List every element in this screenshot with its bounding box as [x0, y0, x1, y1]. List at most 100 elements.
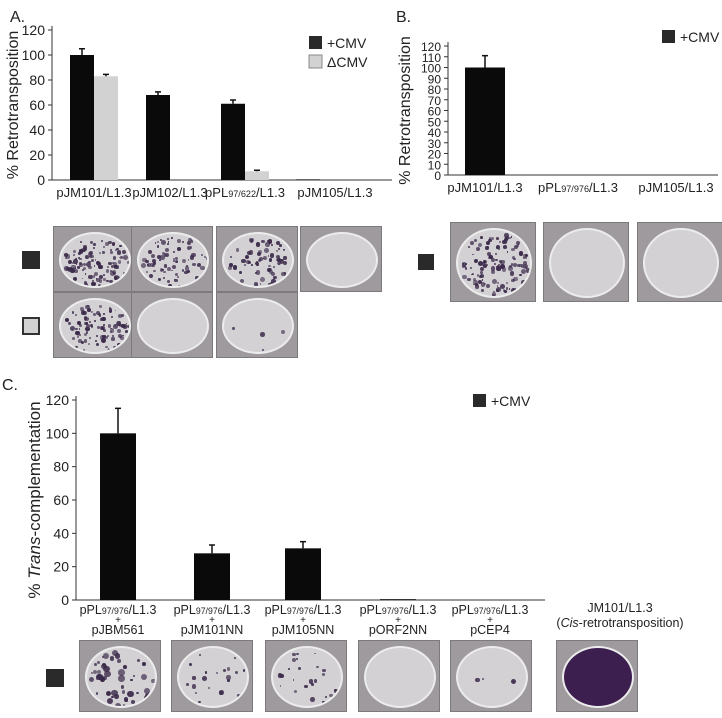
y-axis-label: % Retrotransposition: [397, 36, 414, 185]
category-label: pPL97/976/L1.3: [538, 180, 618, 195]
y-tick-label: 0: [434, 169, 441, 183]
panel-label-c: C.: [2, 377, 18, 394]
row-marker-cmv: [418, 254, 434, 270]
y-tick-label: 120: [22, 22, 46, 38]
culture-plate: [59, 298, 131, 354]
plate-tile: [171, 640, 253, 712]
plate-tile: [53, 226, 135, 292]
category-label-plus: +: [395, 615, 401, 626]
y-tick-label: 120: [46, 392, 70, 408]
y-tick-label: 80: [53, 459, 69, 475]
category-label-line1: pPL97/976/L1.3: [80, 603, 157, 617]
bar: [100, 433, 136, 600]
culture-plate: [549, 228, 625, 298]
y-tick-label: 100: [46, 425, 70, 441]
culture-plate: [177, 646, 249, 708]
bar: [245, 171, 269, 180]
y-tick-label: 60: [428, 105, 442, 119]
category-label: pJM101/L1.3: [56, 185, 131, 200]
plate-tile: [216, 292, 298, 358]
plate-tile: [450, 222, 536, 302]
bar: [221, 103, 245, 180]
bar: [194, 553, 230, 600]
y-tick-label: 0: [37, 172, 45, 188]
y-tick-label: 80: [428, 83, 442, 97]
plate-tile: [358, 640, 440, 712]
plate-tile: [216, 226, 298, 292]
panel-label-b: B.: [396, 9, 411, 26]
row-marker-dcmv: [22, 317, 40, 335]
plate-tile: [53, 292, 135, 358]
culture-plate: [137, 232, 209, 288]
category-label-line1: pPL97/976/L1.3: [174, 603, 251, 617]
category-label-line1: pPL97/976/L1.3: [265, 603, 342, 617]
plate-tile: [265, 640, 347, 712]
culture-plate: [222, 232, 294, 288]
extra-label-line1: JM101/L1.3: [587, 601, 652, 615]
bar: [380, 599, 416, 600]
culture-plate: [643, 228, 719, 298]
culture-plate: [222, 298, 294, 354]
category-label-line2: pJM105NN: [272, 623, 335, 637]
culture-plate: [271, 646, 343, 708]
category-label-line1: pPL97/976/L1.3: [452, 603, 529, 617]
y-axis-label: % Trans-complementation: [25, 401, 44, 598]
legend-swatch-cmv: [309, 36, 322, 49]
bar: [285, 548, 321, 600]
plate-tile: [131, 292, 213, 358]
y-tick-label: 70: [428, 94, 442, 108]
category-label-plus: +: [300, 615, 306, 626]
legend-swatch-cmv: [473, 394, 486, 407]
culture-plate: [85, 646, 157, 708]
category-label-line2: pJBM561: [92, 623, 145, 637]
y-tick-label: 100: [421, 62, 441, 76]
culture-plate: [456, 228, 532, 298]
culture-plate: [456, 646, 528, 708]
y-tick-label: 60: [53, 492, 69, 508]
y-tick-label: 30: [428, 137, 442, 151]
plate-tile: [543, 222, 629, 302]
category-label-line2: pORF2NN: [369, 623, 427, 637]
plate-tile: [131, 226, 213, 292]
culture-plate: [306, 232, 378, 288]
y-tick-label: 100: [22, 47, 46, 63]
category-label-plus: +: [115, 615, 121, 626]
category-label-plus: +: [209, 615, 215, 626]
y-axis-label: % Retrotransposition: [5, 31, 22, 180]
category-label: pJM101/L1.3: [447, 180, 522, 195]
legend-swatch-cmv: [662, 30, 675, 43]
y-tick-label: 90: [428, 72, 442, 86]
category-label: pPL97/622/L1.3: [205, 185, 285, 200]
y-tick-label: 20: [53, 559, 69, 575]
bar: [296, 179, 320, 180]
plate-tile: [79, 640, 161, 712]
y-tick-label: 40: [29, 122, 45, 138]
y-tick-label: 120: [421, 40, 441, 54]
category-label: pJM105/L1.3: [297, 185, 372, 200]
y-tick-label: 0: [61, 592, 69, 608]
y-tick-label: 80: [29, 72, 45, 88]
category-label-plus: +: [487, 615, 493, 626]
plate-tile: [556, 640, 638, 712]
legend-swatch-dcmv: [308, 54, 323, 69]
category-label-line2: pCEP4: [470, 623, 510, 637]
bar: [465, 67, 505, 175]
extra-label-line2: (Cis-retrotransposition): [556, 616, 683, 630]
bar: [70, 55, 94, 180]
category-label-line2: pJM101NN: [181, 623, 244, 637]
y-tick-label: 50: [428, 115, 442, 129]
plate-tile: [300, 226, 382, 292]
bar: [94, 76, 118, 180]
row-marker-cmv: [22, 251, 40, 269]
culture-plate: [137, 298, 209, 354]
culture-plate: [59, 232, 131, 288]
legend-label-dcmv: ΔCMV: [327, 54, 368, 70]
category-label: pJM105/L1.3: [638, 180, 713, 195]
panel-label-a: A.: [10, 9, 25, 26]
bar: [146, 95, 170, 180]
y-tick-label: 10: [428, 158, 442, 172]
culture-plate: [364, 646, 436, 708]
row-marker-cmv: [46, 669, 64, 687]
y-tick-label: 40: [53, 525, 69, 541]
